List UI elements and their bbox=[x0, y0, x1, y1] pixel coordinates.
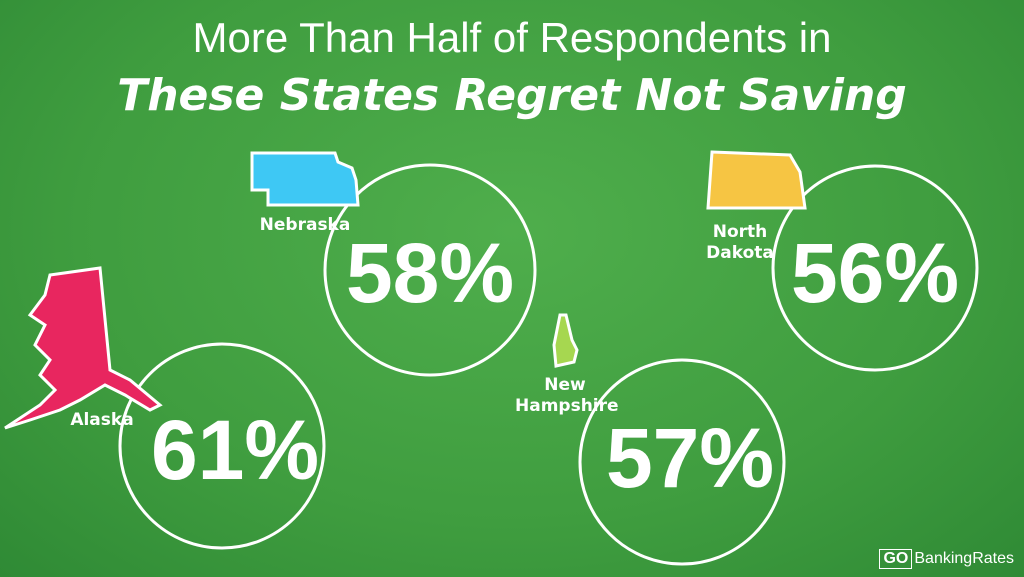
state-label: Alaska bbox=[70, 410, 134, 430]
alaska-shape bbox=[4, 266, 163, 430]
north-dakota-shape bbox=[706, 150, 807, 210]
logo: GO BankingRates bbox=[879, 549, 1014, 569]
title-line: More Than Half of Respondents in bbox=[192, 14, 832, 61]
percentage: 56% bbox=[790, 226, 960, 320]
percentage: 57% bbox=[605, 411, 775, 505]
logo-name: BankingRates bbox=[914, 550, 1014, 567]
circle bbox=[118, 342, 326, 550]
logo-go: GO bbox=[879, 549, 913, 569]
percentage: 61% bbox=[150, 403, 320, 497]
state-label: North Dakota bbox=[706, 222, 774, 263]
circle bbox=[771, 164, 979, 372]
circle bbox=[578, 358, 786, 566]
new-hampshire-shape bbox=[552, 313, 579, 368]
nebraska-shape bbox=[250, 151, 360, 207]
title-line: These States Regret Not Saving bbox=[117, 70, 907, 121]
state-label: New Hampshire bbox=[515, 375, 619, 416]
percentage: 58% bbox=[345, 226, 515, 320]
state-label: Nebraska bbox=[259, 215, 351, 235]
circle bbox=[323, 163, 537, 377]
